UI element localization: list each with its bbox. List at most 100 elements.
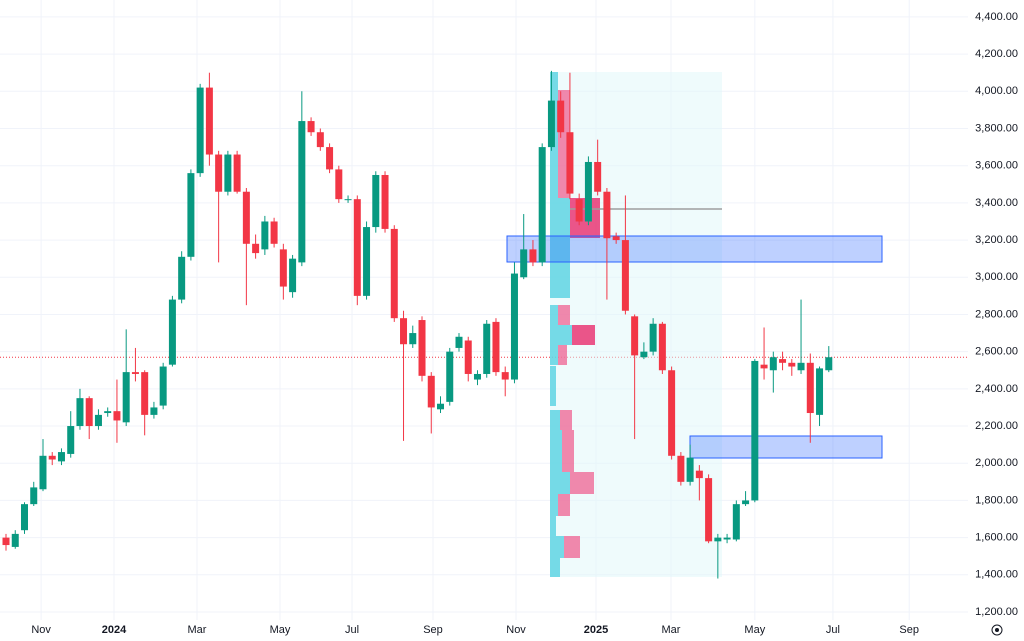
candle-body [76,398,84,427]
candle-body [400,318,408,345]
y-tick-label: 3,600.00 [975,160,1018,172]
candle-body [390,228,398,319]
candle-body [196,87,204,174]
profile-bar [550,516,556,536]
candle-body [529,249,537,263]
candle-body [279,249,287,287]
candle-body [742,500,750,505]
profile-bar [550,198,572,238]
candle-body [150,407,158,415]
profile-bar [570,472,594,494]
y-tick-label: 1,200.00 [975,606,1018,618]
candle-body [326,147,334,170]
x-tick-label: Mar [188,624,207,636]
candle-body [316,132,324,148]
candle-body [307,121,315,133]
profile-bar [558,345,567,365]
candle-body [668,370,676,456]
y-tick-label: 2,600.00 [975,346,1018,358]
candle-body [159,366,167,406]
candle-body [168,299,176,365]
candle-body [547,100,555,148]
candle-body [57,452,65,462]
candle-body [372,174,380,228]
candle-body [695,470,703,479]
x-tick-label: Jul [826,624,840,636]
profile-bar [558,494,570,516]
candle-body [677,455,685,482]
candle-body [141,372,149,415]
candle-body [455,336,463,348]
candle-body [289,258,297,293]
candle-body [760,364,768,369]
candle-body [520,249,528,278]
candle-body [464,340,472,374]
candle-body [575,199,583,222]
profile-bar [550,410,560,430]
candle-body [178,256,186,300]
candle-body [85,398,93,427]
candle-body [427,375,435,408]
profile-bar [550,558,560,577]
candle-body [353,199,361,296]
y-tick-label: 1,800.00 [975,494,1018,506]
profile-bar [564,536,580,558]
candle-body [788,362,796,367]
x-tick-label: Mar [661,624,680,636]
candle-body [658,323,666,371]
zone-box[interactable] [506,235,883,263]
candle-body [252,243,260,254]
x-tick-label: May [270,624,291,636]
y-tick-label: 2,800.00 [975,308,1018,320]
profile-bar [550,238,570,298]
y-tick-label: 3,800.00 [975,122,1018,134]
candle-body [584,161,592,222]
candle-body [510,273,518,380]
profile-bar [550,305,558,325]
candle-body [67,426,75,454]
candle-body [363,227,371,296]
candle-body [483,323,491,374]
candle-body [335,169,343,200]
x-tick-label: Jul [345,624,359,636]
candle-body [473,373,481,380]
y-tick-label: 4,200.00 [975,48,1018,60]
y-tick-label: 1,600.00 [975,532,1018,544]
candle-body [381,174,389,229]
candle-body [113,411,121,421]
y-tick-label: 3,400.00 [975,197,1018,209]
y-tick-label: 3,000.00 [975,271,1018,283]
profile-bar [550,494,558,516]
candle-body [816,368,824,415]
x-tick-label: 2024 [102,624,127,636]
candle-body [344,199,352,201]
candle-body [48,455,56,460]
y-tick-label: 1,400.00 [975,569,1018,581]
candle-body [446,351,454,402]
zone-box[interactable] [689,435,883,459]
settings-icon[interactable] [991,624,1003,636]
x-tick-label: 2025 [584,624,608,636]
x-tick-label: Sep [899,624,919,636]
candle-body [104,411,112,414]
candle-body [686,457,694,482]
profile-bar [550,345,558,365]
candle-body [30,487,38,505]
y-tick-label: 2,400.00 [975,383,1018,395]
candle-body [187,173,195,257]
candle-body [298,121,306,263]
y-tick-label: 2,000.00 [975,457,1018,469]
candle-body [557,100,565,133]
candle-body [437,403,445,410]
profile-bar [558,305,570,325]
y-tick-label: 4,000.00 [975,85,1018,97]
candle-body [215,154,223,192]
candle-body [603,191,611,239]
candle-body [640,351,648,358]
candle-body [806,362,814,414]
candle-body [409,333,417,345]
profile-bar [550,472,570,494]
candle-body [566,132,574,194]
candle-body [20,504,28,531]
